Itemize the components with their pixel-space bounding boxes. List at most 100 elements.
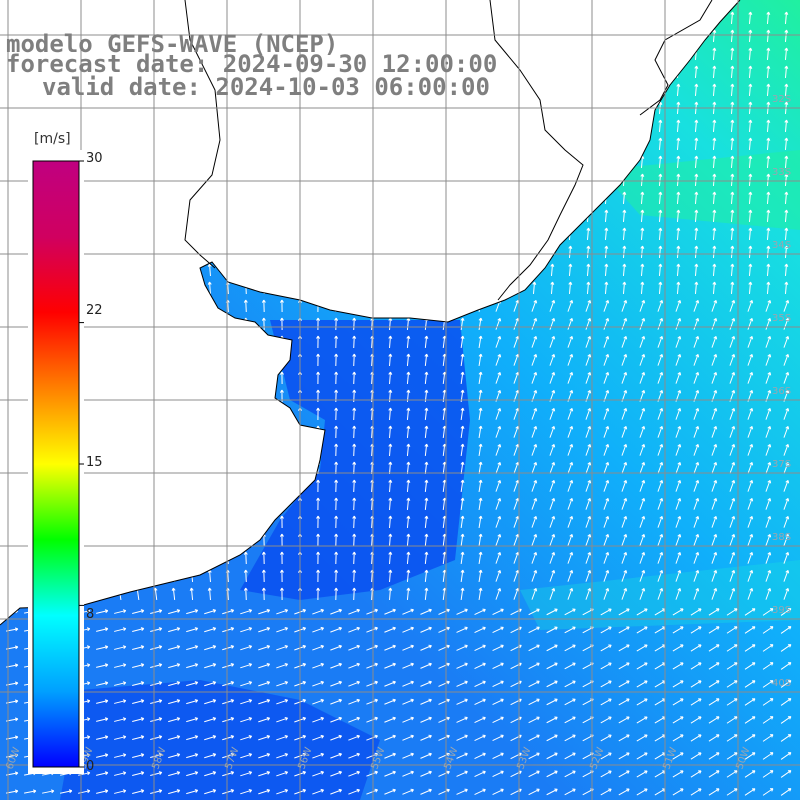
wind-arrow: [622, 281, 627, 295]
wind-arrow: [621, 407, 628, 420]
wind-arrow: [675, 317, 682, 330]
wind-arrow: [657, 425, 664, 438]
wind-arrow: [402, 698, 414, 705]
wind-arrow: [334, 443, 339, 457]
wind-arrow: [456, 752, 468, 759]
wind-arrow: [99, 479, 104, 492]
wind-arrow: [712, 173, 717, 187]
wind-arrow: [168, 609, 181, 615]
wind-arrow: [675, 299, 682, 312]
wind-arrow: [135, 227, 140, 241]
wind-arrow: [546, 734, 558, 742]
wind-arrow: [495, 407, 502, 420]
wind-arrow: [675, 533, 682, 546]
wind-arrow: [531, 569, 538, 582]
wind-arrow: [316, 371, 321, 385]
wind-arrow: [622, 47, 627, 61]
wind-arrow: [406, 407, 411, 421]
wind-arrow: [783, 569, 790, 582]
wind-arrow: [150, 627, 163, 633]
wind-arrow: [640, 47, 645, 61]
wind-arrow: [135, 353, 140, 367]
wind-arrow: [420, 716, 432, 723]
wind-arrow: [639, 497, 646, 510]
wind-arrow: [712, 245, 717, 259]
wind-arrow: [438, 788, 450, 795]
wind-arrow: [406, 587, 411, 601]
wind-arrow: [604, 155, 609, 169]
wind-arrow: [207, 281, 212, 295]
wind-arrow: [117, 425, 122, 439]
wind-arrow: [711, 587, 718, 600]
wind-arrow: [334, 209, 339, 223]
wind-arrow: [784, 191, 789, 205]
wind-arrow: [622, 29, 627, 43]
wind-arrow: [478, 317, 483, 331]
wind-arrow: [81, 11, 86, 24]
wind-arrow: [168, 663, 181, 669]
wind-arrow: [279, 263, 284, 277]
wind-arrow: [532, 263, 537, 277]
wind-arrow: [766, 65, 771, 79]
wind-arrow: [352, 11, 357, 25]
wind-arrow: [478, 119, 483, 133]
wind-arrow: [132, 699, 145, 704]
wind-arrow: [258, 662, 271, 669]
wind-arrow: [711, 353, 718, 366]
wind-arrow: [585, 551, 592, 564]
wind-arrow: [783, 317, 790, 330]
wind-arrow: [693, 317, 700, 330]
wind-arrow: [639, 479, 646, 492]
wind-arrow: [258, 698, 271, 705]
wind-arrow: [96, 699, 109, 704]
wind-arrow: [528, 662, 540, 670]
wind-arrow: [478, 587, 483, 601]
wind-arrow: [730, 137, 735, 151]
wind-arrow: [261, 479, 266, 493]
wind-arrow: [600, 788, 612, 796]
wind-arrow: [766, 281, 771, 295]
colorbar-tick-22: 22: [86, 303, 103, 318]
wind-arrow: [279, 173, 284, 187]
wind-arrow: [276, 716, 289, 723]
wind-arrow: [711, 425, 718, 438]
wind-arrow: [117, 443, 122, 457]
wind-arrow: [279, 227, 284, 241]
wind-arrow: [531, 353, 538, 366]
wind-arrow: [622, 137, 627, 151]
wind-arrow: [672, 626, 684, 634]
wind-arrow: [204, 699, 217, 705]
wind-arrow: [258, 680, 271, 687]
wind-arrow: [243, 119, 248, 133]
wind-arrow: [690, 716, 702, 724]
wind-arrow: [549, 569, 556, 582]
wind-arrow: [96, 609, 109, 614]
wind-arrow: [564, 626, 576, 634]
wind-arrow: [222, 627, 235, 633]
wind-arrow: [640, 209, 645, 223]
wind-arrow: [604, 29, 609, 43]
wind-arrow: [171, 209, 176, 223]
wind-arrow: [150, 789, 163, 795]
wind-arrow: [243, 425, 248, 439]
wind-arrow: [604, 11, 609, 25]
wind-arrow: [585, 515, 592, 528]
wind-arrow: [240, 608, 253, 615]
wind-arrow: [352, 299, 357, 313]
wind-arrow: [420, 662, 432, 669]
wind-arrow: [567, 371, 574, 384]
wind-arrow: [748, 173, 753, 187]
wind-arrow: [424, 173, 429, 187]
wind-arrow: [117, 155, 122, 169]
wind-arrow: [549, 407, 556, 420]
model-title: modelo GEFS-WAVE (NCEP): [6, 30, 339, 58]
wind-arrow: [388, 587, 393, 601]
wind-arrow: [711, 533, 718, 546]
wind-arrow: [316, 479, 321, 493]
wind-arrow: [279, 371, 284, 385]
wind-arrow: [348, 770, 360, 777]
wind-arrow: [99, 245, 104, 258]
wind-arrow: [171, 371, 176, 385]
wind-arrow: [748, 11, 753, 25]
wind-arrow: [9, 191, 14, 204]
